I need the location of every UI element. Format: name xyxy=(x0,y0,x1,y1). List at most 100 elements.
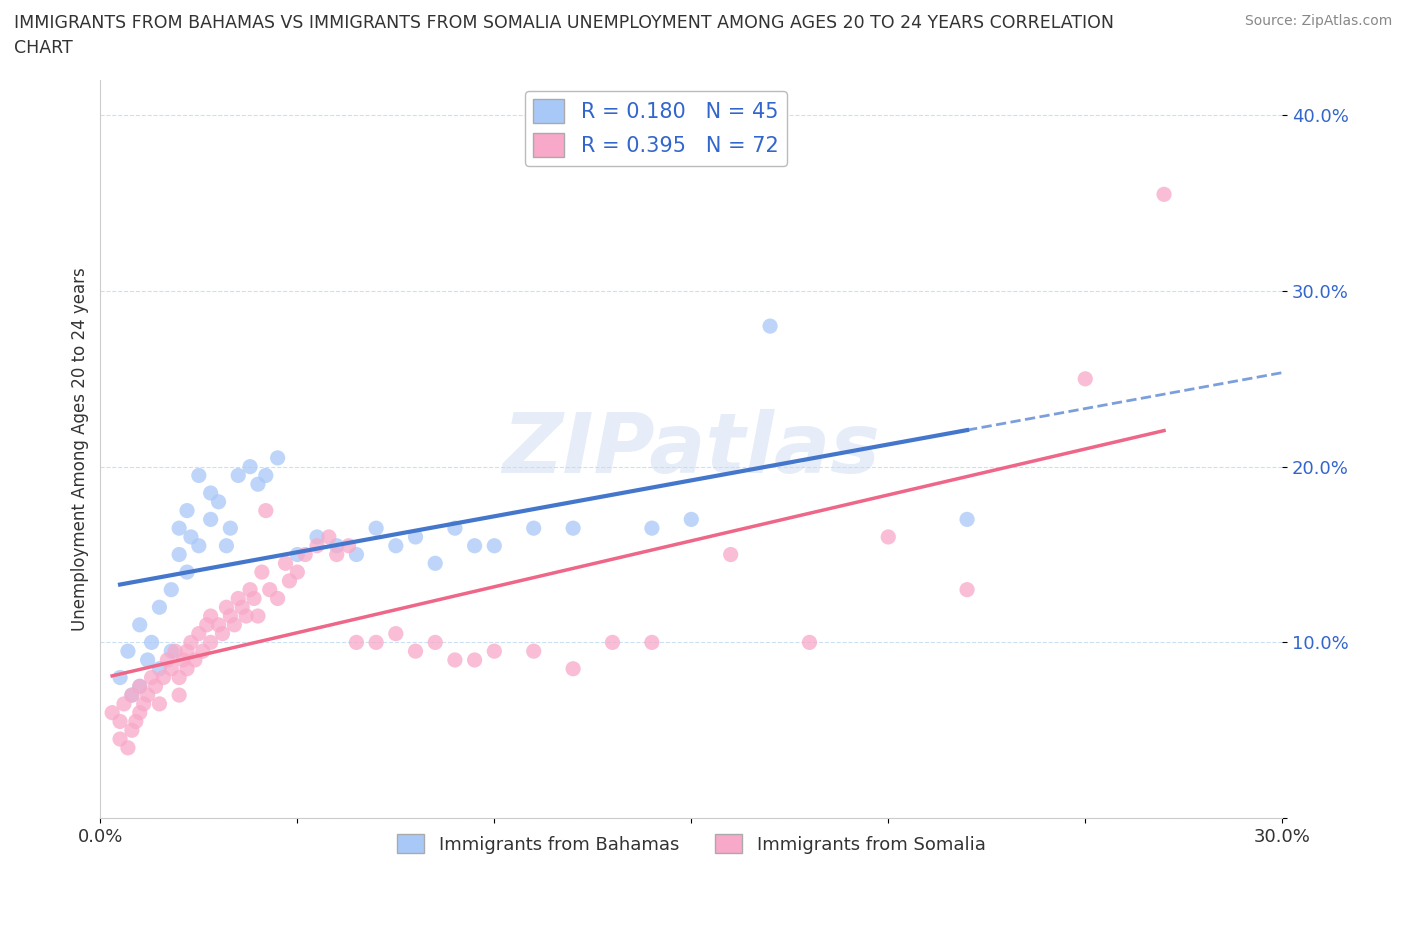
Point xyxy=(108,732,131,747)
Point xyxy=(121,723,143,737)
Point xyxy=(337,538,360,553)
Point xyxy=(128,679,150,694)
Point xyxy=(254,468,277,483)
Point xyxy=(176,661,198,676)
Point xyxy=(211,626,233,641)
Point xyxy=(224,618,246,632)
Point xyxy=(117,644,139,658)
Point xyxy=(305,538,328,553)
Point xyxy=(259,582,281,597)
Y-axis label: Unemployment Among Ages 20 to 24 years: Unemployment Among Ages 20 to 24 years xyxy=(72,267,89,631)
Point xyxy=(187,538,209,553)
Point xyxy=(759,319,782,334)
Point xyxy=(318,529,340,544)
Point xyxy=(325,547,347,562)
Point xyxy=(231,600,253,615)
Point xyxy=(1153,187,1175,202)
Point xyxy=(799,635,821,650)
Point xyxy=(176,644,198,658)
Point xyxy=(187,626,209,641)
Text: IMMIGRANTS FROM BAHAMAS VS IMMIGRANTS FROM SOMALIA UNEMPLOYMENT AMONG AGES 20 TO: IMMIGRANTS FROM BAHAMAS VS IMMIGRANTS FR… xyxy=(14,14,1114,32)
Point xyxy=(117,740,139,755)
Point xyxy=(278,574,301,589)
Point xyxy=(346,635,368,650)
Point xyxy=(121,687,143,702)
Point xyxy=(148,697,170,711)
Point xyxy=(464,538,486,553)
Point xyxy=(464,653,486,668)
Point xyxy=(250,565,273,579)
Point xyxy=(274,556,297,571)
Point xyxy=(1074,371,1097,386)
Text: ZIPatlas: ZIPatlas xyxy=(502,408,880,489)
Point xyxy=(385,538,408,553)
Point xyxy=(219,608,242,623)
Point xyxy=(266,591,288,606)
Point xyxy=(254,503,277,518)
Point xyxy=(112,697,135,711)
Point xyxy=(191,644,214,658)
Point xyxy=(523,521,546,536)
Point xyxy=(239,582,262,597)
Point xyxy=(148,600,170,615)
Point xyxy=(128,618,150,632)
Point xyxy=(108,714,131,729)
Point xyxy=(176,503,198,518)
Point xyxy=(266,450,288,465)
Point xyxy=(200,512,222,526)
Point xyxy=(136,653,159,668)
Point xyxy=(246,477,269,492)
Point xyxy=(207,495,229,510)
Point xyxy=(141,671,163,685)
Point xyxy=(219,521,242,536)
Point xyxy=(602,635,624,650)
Point xyxy=(207,618,229,632)
Point xyxy=(215,538,238,553)
Point xyxy=(176,565,198,579)
Point xyxy=(243,591,266,606)
Point xyxy=(108,671,131,685)
Point xyxy=(167,671,190,685)
Point xyxy=(444,521,467,536)
Point xyxy=(141,635,163,650)
Point xyxy=(160,661,183,676)
Point xyxy=(156,653,179,668)
Point xyxy=(681,512,703,526)
Point xyxy=(101,705,124,720)
Point xyxy=(405,529,427,544)
Point xyxy=(172,653,194,668)
Point xyxy=(562,521,585,536)
Point xyxy=(160,582,183,597)
Point xyxy=(641,635,664,650)
Point xyxy=(167,521,190,536)
Point xyxy=(877,529,900,544)
Point xyxy=(148,661,170,676)
Point xyxy=(444,653,467,668)
Point xyxy=(562,661,585,676)
Point xyxy=(145,679,167,694)
Point xyxy=(200,485,222,500)
Point xyxy=(366,521,388,536)
Point xyxy=(285,547,308,562)
Point xyxy=(128,679,150,694)
Point xyxy=(160,644,183,658)
Point xyxy=(226,591,249,606)
Point xyxy=(200,608,222,623)
Point xyxy=(184,653,207,668)
Point xyxy=(405,644,427,658)
Point xyxy=(294,547,316,562)
Point xyxy=(956,512,979,526)
Point xyxy=(484,538,506,553)
Point xyxy=(720,547,742,562)
Point xyxy=(385,626,408,641)
Point xyxy=(121,687,143,702)
Text: Source: ZipAtlas.com: Source: ZipAtlas.com xyxy=(1244,14,1392,28)
Point xyxy=(285,565,308,579)
Point xyxy=(167,687,190,702)
Point xyxy=(200,635,222,650)
Point xyxy=(484,644,506,658)
Point xyxy=(128,705,150,720)
Point xyxy=(180,635,202,650)
Point xyxy=(132,697,155,711)
Point xyxy=(152,671,174,685)
